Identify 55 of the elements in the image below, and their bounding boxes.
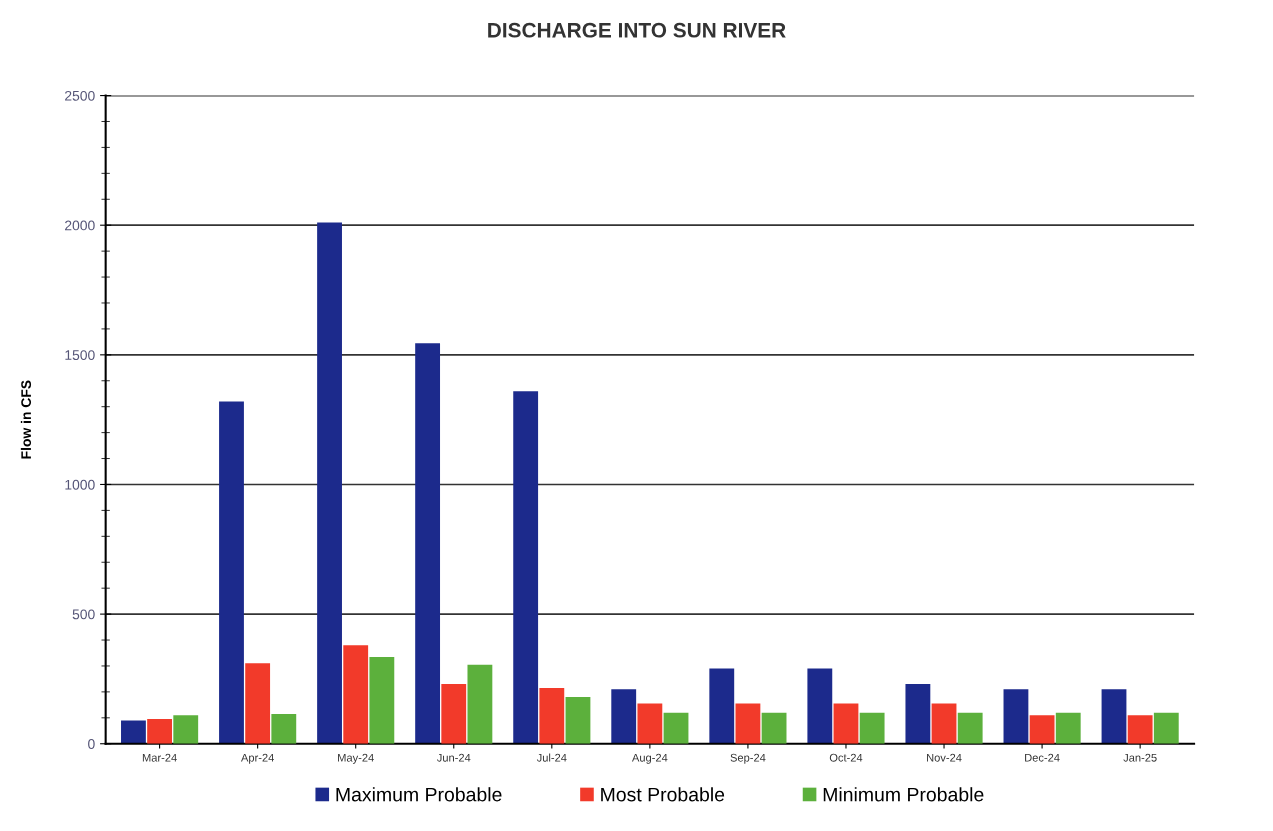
bar [147, 719, 173, 744]
x-tick-label: Oct-24 [829, 753, 863, 762]
bar [611, 689, 637, 744]
bar [121, 720, 146, 744]
bar [833, 703, 859, 744]
bar [513, 391, 539, 744]
bar [369, 656, 395, 744]
bar [219, 401, 244, 744]
bar [271, 713, 297, 744]
y-tick-label: 2500 [65, 90, 95, 101]
bar [637, 703, 663, 744]
x-tick-label: May-24 [338, 753, 374, 764]
y-tick-label: 0 [88, 739, 95, 749]
y-tick-label: 1500 [65, 350, 95, 361]
bar [709, 668, 735, 744]
bar [467, 664, 493, 744]
x-tick-label: Sep-24 [730, 753, 766, 764]
bar [1003, 689, 1029, 744]
bar [173, 715, 199, 744]
bar [1101, 689, 1127, 744]
x-tick-label: Aug-24 [631, 753, 668, 764]
x-tick-label: Mar-24 [142, 753, 177, 762]
x-tick-label: Nov-24 [927, 753, 962, 762]
bar [761, 712, 787, 744]
bar [317, 222, 342, 744]
bar [859, 712, 885, 744]
chart-title: DISCHARGE INTO SUN RIVER [488, 22, 786, 38]
x-tick-label: Jul-24 [536, 753, 567, 762]
x-tick-label: Apr-24 [240, 753, 274, 764]
legend-label: Minimum Probable [823, 787, 984, 802]
bar [931, 703, 957, 744]
y-tick-label: 500 [72, 609, 95, 620]
bar [343, 645, 369, 744]
bar [1029, 715, 1055, 744]
bar [1127, 715, 1153, 744]
bar [245, 663, 271, 744]
y-tick-label: 1000 [65, 479, 95, 490]
legend-label: Most Probable [601, 787, 725, 802]
bar [905, 684, 931, 744]
legend-label: Maximum Probable [336, 787, 502, 802]
y-axis-title: Flow in CFS [20, 380, 32, 459]
bar [1055, 712, 1081, 744]
bar [441, 684, 467, 744]
x-tick-label: Jun-24 [436, 753, 471, 762]
bar [957, 712, 983, 744]
x-tick-label: Jan-25 [1123, 753, 1157, 762]
bar [663, 712, 689, 744]
bar [539, 688, 565, 744]
bar [415, 343, 441, 744]
y-tick-label: 2000 [65, 220, 95, 231]
bar [735, 703, 761, 744]
bar [565, 697, 591, 744]
x-tick-label: Dec-24 [1025, 753, 1060, 762]
bar [807, 668, 833, 744]
bar [1153, 712, 1179, 744]
